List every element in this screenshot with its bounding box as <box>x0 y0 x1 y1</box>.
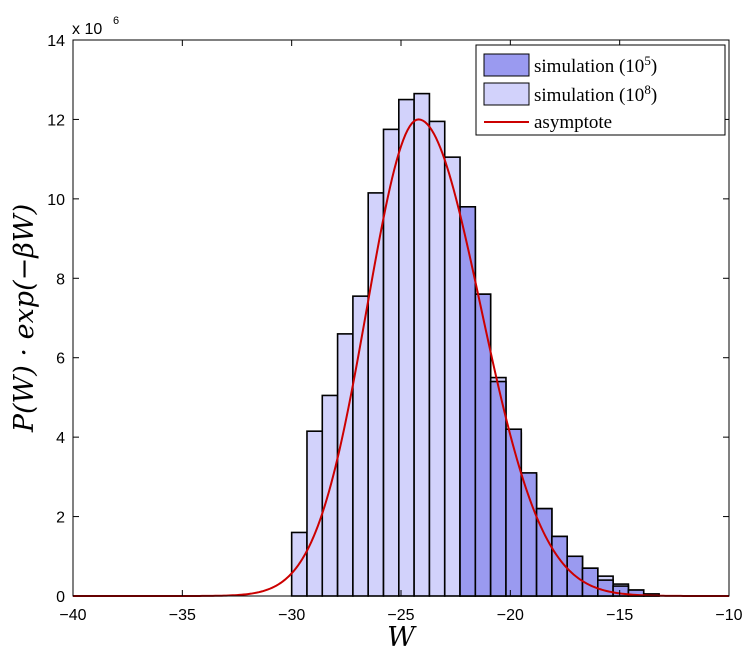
y-tick-label: 10 <box>47 192 65 209</box>
x-tick-label: −10 <box>715 607 742 624</box>
legend-label-text: simulation (10 <box>534 85 644 106</box>
bar <box>398 98 415 597</box>
legend-label-asymptote: asymptote <box>534 112 612 133</box>
x-tick-label: −20 <box>497 607 524 624</box>
legend-label-suffix: ) <box>651 85 657 106</box>
legend-swatch-simulation-1e8 <box>483 82 530 106</box>
x-tick-label: −15 <box>606 607 633 624</box>
x-tick-label: −35 <box>169 607 196 624</box>
legend-label-simulation-1e8: simulation (108) <box>534 82 657 107</box>
bar <box>505 428 523 597</box>
legend-label-suffix: ) <box>651 56 657 77</box>
legend-label-sup: 8 <box>644 82 651 97</box>
bar <box>520 472 538 597</box>
legend-label-text: simulation (10 <box>534 56 644 77</box>
x-tick-label: −40 <box>59 607 86 624</box>
y-tick-label: 8 <box>56 271 65 288</box>
axis-ticks: −40 −35 −30 −25 −20 −15 −10 0 2 4 6 8 10 12 14 <box>47 33 742 624</box>
bar <box>321 394 339 597</box>
y-multiplier-exponent: 6 <box>113 15 119 27</box>
y-tick-label: 12 <box>47 112 65 129</box>
bar <box>428 120 446 597</box>
y-tick-label: 6 <box>56 351 65 368</box>
histogram-bars <box>290 92 660 597</box>
legend-label-simulation-1e5: simulation (105) <box>534 53 657 78</box>
x-tick-label: −25 <box>387 607 414 624</box>
y-tick-label: 0 <box>56 589 65 606</box>
x-axis-title: W <box>387 622 417 653</box>
x-tick-label: −30 <box>278 607 305 624</box>
y-tick-label: 14 <box>47 33 65 50</box>
bar <box>382 128 400 597</box>
bar <box>413 92 431 597</box>
legend-label-sup: 5 <box>644 53 651 68</box>
bar <box>306 430 324 597</box>
bar <box>596 579 614 597</box>
bar <box>489 380 507 597</box>
y-axis-title: P(W) · exp(−βW) <box>9 204 40 433</box>
y-multiplier: x 10 <box>72 21 102 38</box>
legend-swatch-simulation-1e5 <box>483 53 530 77</box>
y-tick-label: 2 <box>56 510 65 527</box>
bar <box>459 206 477 597</box>
bar <box>443 156 461 597</box>
y-tick-label: 4 <box>56 430 65 447</box>
bar <box>336 333 354 597</box>
legend: simulation (105) simulation (108) asympt… <box>475 44 726 136</box>
